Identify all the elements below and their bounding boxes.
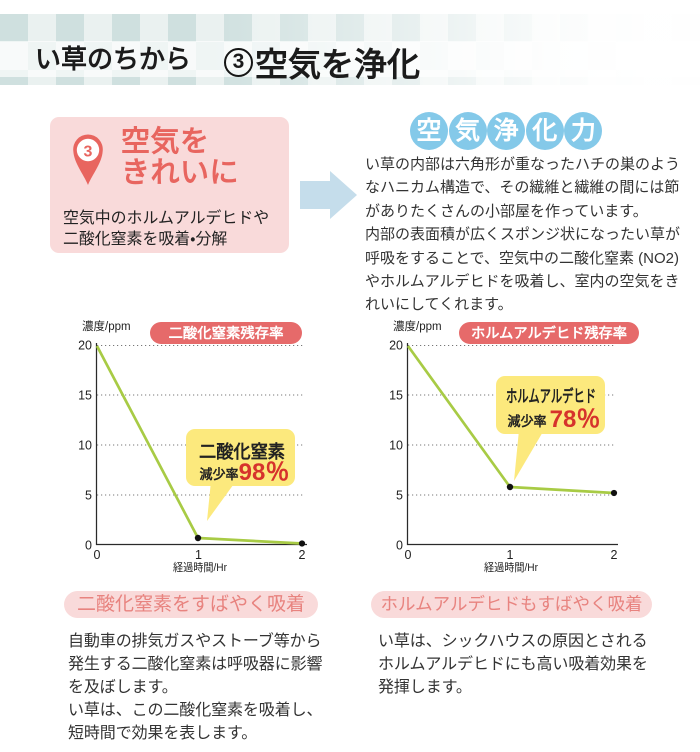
svg-text:78％: 78％ — [550, 406, 601, 433]
svg-text:15: 15 — [78, 389, 92, 403]
svg-text:二酸化窒素: 二酸化窒素 — [199, 441, 285, 462]
svg-text:0: 0 — [85, 539, 92, 553]
svg-text:経過時間/Hr: 経過時間/Hr — [484, 561, 538, 574]
svg-text:経過時間/Hr: 経過時間/Hr — [173, 561, 227, 574]
svg-text:10: 10 — [78, 439, 92, 453]
svg-text:減少率: 減少率 — [508, 413, 547, 429]
svg-text:二酸化窒素残存率: 二酸化窒素残存率 — [169, 325, 284, 341]
svg-text:20: 20 — [389, 339, 403, 353]
svg-text:20: 20 — [78, 339, 92, 353]
svg-text:ホルムアルデヒド残存率: ホルムアルデヒド残存率 — [471, 325, 627, 341]
svg-text:2: 2 — [611, 548, 618, 562]
svg-text:98％: 98％ — [239, 459, 290, 486]
svg-text:0: 0 — [94, 548, 101, 562]
svg-text:15: 15 — [389, 389, 403, 403]
svg-text:濃度/ppm: 濃度/ppm — [82, 319, 131, 333]
svg-text:3: 3 — [84, 144, 93, 161]
svg-text:1: 1 — [195, 548, 202, 562]
svg-text:10: 10 — [389, 439, 403, 453]
svg-text:5: 5 — [85, 489, 92, 503]
svg-text:2: 2 — [299, 548, 306, 562]
svg-text:5: 5 — [396, 489, 403, 503]
svg-text:1: 1 — [507, 548, 514, 562]
svg-text:ホルムアルデヒド: ホルムアルデヒド — [506, 386, 596, 406]
svg-text:減少率: 減少率 — [200, 466, 239, 482]
svg-text:濃度/ppm: 濃度/ppm — [393, 319, 442, 333]
svg-text:0: 0 — [396, 539, 403, 553]
svg-text:0: 0 — [405, 548, 412, 562]
